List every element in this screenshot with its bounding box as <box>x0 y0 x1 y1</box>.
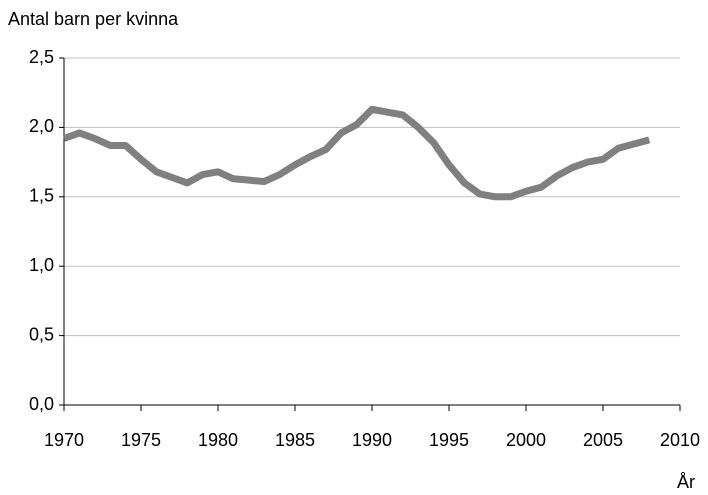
y-tick-label: 1,0 <box>29 255 54 275</box>
x-tick-label: 1975 <box>121 430 161 450</box>
x-tick-label: 1990 <box>352 430 392 450</box>
x-tick-label: 2005 <box>583 430 623 450</box>
x-tick-label: 1970 <box>44 430 84 450</box>
x-tick-label: 1980 <box>198 430 238 450</box>
y-tick-label: 2,0 <box>29 116 54 136</box>
y-axis-label: Antal barn per kvinna <box>8 9 179 29</box>
x-tick-label: 1995 <box>429 430 469 450</box>
y-tick-label: 0,0 <box>29 394 54 414</box>
line-series <box>62 105 651 201</box>
x-axis-label: År <box>677 472 695 492</box>
x-tick-label: 2000 <box>506 430 546 450</box>
y-tick-label: 2,5 <box>29 47 54 67</box>
y-tick-label: 1,5 <box>29 186 54 206</box>
x-tick-label: 1985 <box>275 430 315 450</box>
x-tick-label: 2010 <box>660 430 700 450</box>
y-tick-label: 0,5 <box>29 324 54 344</box>
